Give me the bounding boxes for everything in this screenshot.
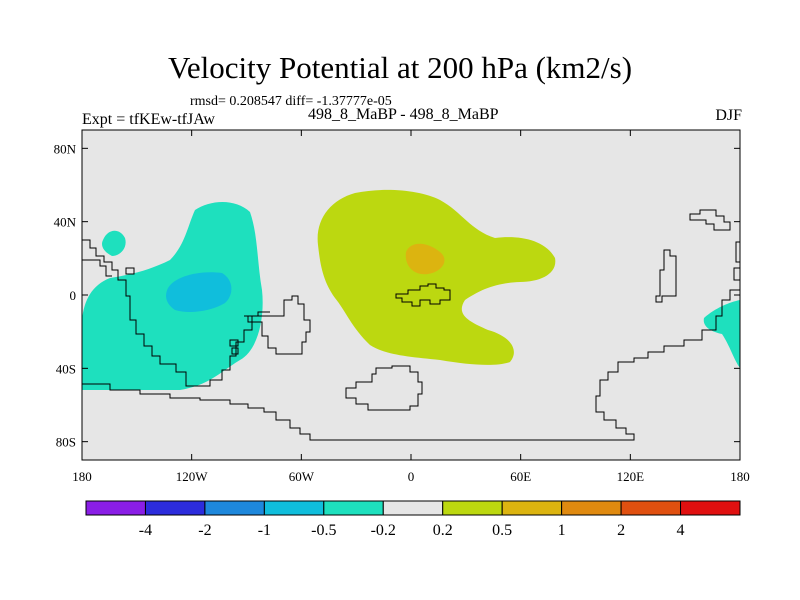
colorbar-swatch — [501, 500, 563, 516]
colorbar-labels: -4 -2 -1 -0.5 -0.2 0.2 0.5 1 2 4 — [139, 522, 685, 539]
contour-fills — [82, 189, 740, 441]
contour-positive-core — [405, 243, 445, 275]
plot-title: Velocity Potential at 200 hPa (km2/s) — [167, 50, 633, 85]
lon-tick-label: 60W — [289, 469, 315, 484]
colorbar-swatch — [263, 500, 325, 516]
contour-positive-africa — [317, 189, 556, 365]
colorbar-swatch — [680, 500, 741, 516]
colorbar-swatch — [561, 500, 622, 516]
colorbar-label: -4 — [139, 522, 152, 539]
colorbar-swatch — [204, 500, 265, 516]
colorbar-swatch — [442, 500, 503, 516]
colorbar-label: -0.2 — [371, 522, 396, 539]
lon-tick-label: 60E — [510, 469, 531, 484]
colorbar-label: 0.2 — [433, 522, 453, 539]
colorbar — [85, 500, 741, 516]
lon-tick-label: 180 — [72, 469, 92, 484]
experiment-label: Expt = tfKEw-tfJAw — [82, 111, 215, 128]
colorbar-label: 4 — [677, 522, 685, 539]
lon-tick-label: 180 — [730, 469, 750, 484]
colorbar-swatch — [144, 500, 206, 516]
lat-tick-label: 80S — [56, 435, 76, 450]
lon-tick-label: 120W — [176, 469, 209, 484]
lat-axis: 80N 40N 0 40S 80S — [54, 141, 740, 450]
lat-tick-label: 80N — [54, 141, 77, 156]
lon-tick-label: 0 — [408, 469, 415, 484]
lon-tick-label: 120E — [617, 469, 645, 484]
coastlines — [82, 209, 740, 441]
season-label: DJF — [715, 107, 742, 124]
colorbar-swatch — [382, 500, 444, 516]
colorbar-label: 2 — [617, 522, 625, 539]
colorbar-label: -2 — [198, 522, 211, 539]
lat-tick-label: 0 — [70, 288, 77, 303]
colorbar-label: -0.5 — [311, 522, 336, 539]
colorbar-label: -1 — [258, 522, 271, 539]
colorbar-swatch — [620, 500, 682, 516]
stats-label: rmsd= 0.208547 diff= -1.37777e-05 — [190, 94, 392, 109]
lat-tick-label: 40N — [54, 215, 77, 230]
lat-tick-label: 40S — [56, 361, 76, 376]
colorbar-swatch — [323, 500, 384, 516]
lon-axis: 180 120W 60W 0 60E 120E 180 — [72, 130, 750, 484]
colorbar-swatch — [85, 500, 146, 516]
contour-negative-small — [102, 230, 126, 256]
contour-negative-east — [703, 300, 740, 368]
colorbar-label: 1 — [558, 522, 566, 539]
contour-negative-pacific-core — [166, 272, 232, 312]
colorbar-label: 0.5 — [492, 522, 512, 539]
case-label: 498_8_MaBP - 498_8_MaBP — [308, 106, 499, 123]
